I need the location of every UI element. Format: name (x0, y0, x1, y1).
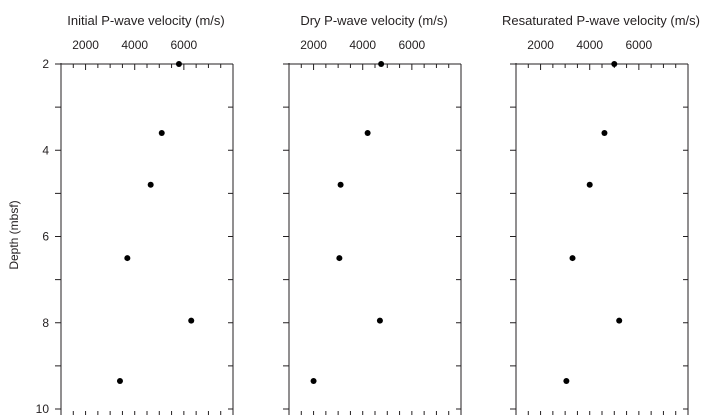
data-point (364, 130, 371, 136)
y-tick-label: 6 (42, 230, 49, 244)
data-point (569, 255, 576, 262)
panel-title: Resaturated P-wave velocity (m/s) (502, 13, 700, 28)
data-point (563, 377, 570, 384)
data-point (586, 181, 593, 188)
data-point (116, 377, 123, 384)
data-point (158, 130, 165, 136)
panel-title: Initial P-wave velocity (m/s) (67, 13, 224, 28)
panels: Initial P-wave velocity (m/s) 2000 4000 600… (36, 13, 700, 415)
x-tick-label: 6000 (626, 38, 653, 52)
y-axis-label: Depth (mbsf) (7, 200, 21, 269)
data-point (376, 317, 383, 324)
data-point (147, 181, 154, 188)
y-tick-label: 8 (42, 316, 49, 330)
data-point (188, 317, 195, 324)
x-tick-label: 4000 (576, 38, 603, 52)
x-tick-label: 2000 (527, 38, 554, 52)
data-point (378, 61, 385, 67)
panel-title: Dry P-wave velocity (m/s) (300, 13, 447, 28)
data-point (337, 181, 344, 188)
y-tick-label: 2 (42, 57, 49, 71)
x-tick-label: 4000 (121, 38, 148, 52)
x-tick-label: 6000 (399, 38, 426, 52)
x-tick-label: 2000 (300, 38, 327, 52)
y-tick-label: 10 (36, 402, 50, 415)
data-point (611, 61, 618, 67)
y-tick-label: 4 (42, 143, 49, 157)
data-point (601, 130, 608, 136)
data-point (616, 317, 623, 324)
x-tick-label: 2000 (72, 38, 99, 52)
panel-2: Dry P-wave velocity (m/s) 2000 4000 6000 (283, 13, 462, 415)
data-point (175, 61, 182, 67)
x-tick-label: 6000 (171, 38, 198, 52)
y-axis-label-group: Depth (mbsf) (7, 200, 21, 269)
panel-1: Initial P-wave velocity (m/s) 2000 4000 600… (36, 13, 234, 415)
x-tick-label: 4000 (349, 38, 376, 52)
data-point (124, 255, 131, 262)
data-point (310, 377, 317, 384)
data-point (336, 255, 343, 262)
panel-3: Resaturated P-wave velocity (m/s) 2000 400… (502, 13, 700, 415)
